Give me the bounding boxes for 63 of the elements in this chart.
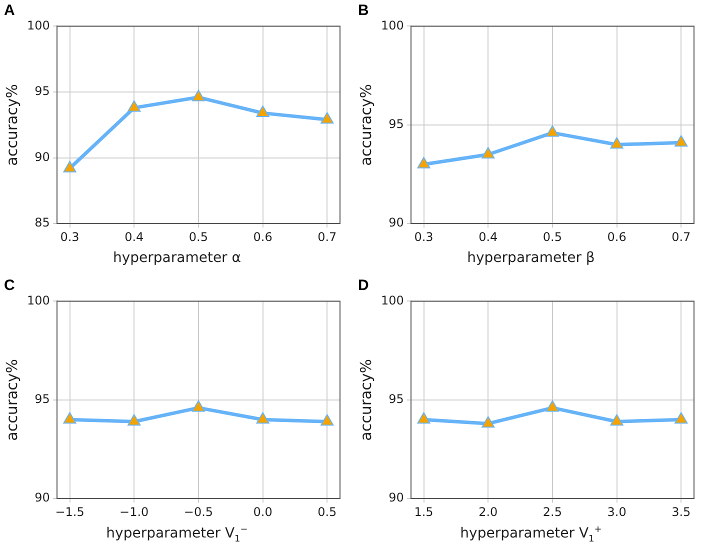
- x-tick-label: 0.5: [542, 230, 562, 244]
- point: [610, 414, 624, 426]
- point: [546, 400, 560, 412]
- x-tick-label: 0.5: [188, 230, 208, 244]
- x-tick-label: −0.5: [184, 504, 214, 519]
- point: [320, 414, 334, 426]
- point: [674, 135, 688, 147]
- x-tick-label: 0.6: [253, 230, 272, 244]
- x-tick-label: −1.5: [55, 504, 84, 519]
- chart-title: D: [358, 277, 369, 294]
- y-tick-label: 90: [388, 490, 404, 505]
- y-tick-label: 95: [388, 392, 404, 406]
- x-tick-label: 1.5: [414, 504, 434, 519]
- x-tick-label: 0.0: [253, 504, 272, 519]
- y-tick-label: 100: [27, 18, 50, 32]
- y-tick-label: 100: [27, 293, 50, 308]
- point: [417, 412, 430, 424]
- chart-title: A: [4, 2, 15, 19]
- point: [63, 412, 76, 424]
- y-axis-title: accuracy%: [356, 358, 375, 441]
- y-tick-label: 85: [34, 216, 50, 230]
- point: [674, 412, 688, 424]
- x-tick-label: −1.0: [120, 504, 149, 519]
- x-tick-label: 3.5: [672, 504, 691, 519]
- y-tick-label: 100: [381, 293, 404, 308]
- point: [256, 106, 270, 118]
- y-tick-label: 95: [34, 392, 50, 406]
- x-tick-label: 0.4: [478, 230, 498, 244]
- x-tick-label: 0.7: [318, 230, 337, 244]
- point: [256, 412, 270, 424]
- point: [63, 160, 76, 172]
- chart-title: C: [4, 277, 15, 294]
- x-tick-label: 0.6: [607, 230, 626, 244]
- x-axis-title: hyperparameter α: [112, 250, 242, 266]
- point: [320, 112, 334, 124]
- point: [417, 156, 430, 168]
- y-tick-label: 100: [381, 18, 404, 32]
- point: [128, 100, 141, 112]
- y-tick-label: 95: [34, 84, 50, 98]
- point: [192, 400, 206, 412]
- y-tick-label: 90: [34, 150, 50, 164]
- x-tick-label: 0.7: [672, 230, 691, 244]
- point: [192, 90, 206, 102]
- x-tick-label: 0.3: [414, 230, 434, 244]
- y-tick-label: 90: [388, 216, 404, 230]
- x-tick-label: 0.5: [318, 504, 337, 519]
- y-axis-title: accuracy%: [2, 84, 21, 166]
- x-axis-title: hyperparameter β: [466, 250, 596, 266]
- point: [482, 416, 495, 428]
- x-tick-label: 3.0: [607, 504, 626, 519]
- x-tick-label: 0.3: [60, 230, 80, 244]
- x-tick-label: 2.0: [478, 504, 498, 519]
- y-axis-title: accuracy%: [2, 358, 21, 441]
- point: [128, 414, 141, 426]
- point: [482, 147, 495, 159]
- point: [546, 125, 560, 137]
- x-tick-label: 0.4: [124, 230, 144, 244]
- x-tick-label: 2.5: [542, 504, 562, 519]
- point: [610, 137, 624, 149]
- y-axis-title: accuracy%: [356, 84, 375, 166]
- y-tick-label: 90: [34, 490, 50, 505]
- y-tick-label: 95: [388, 117, 404, 132]
- chart-title: B: [358, 2, 369, 19]
